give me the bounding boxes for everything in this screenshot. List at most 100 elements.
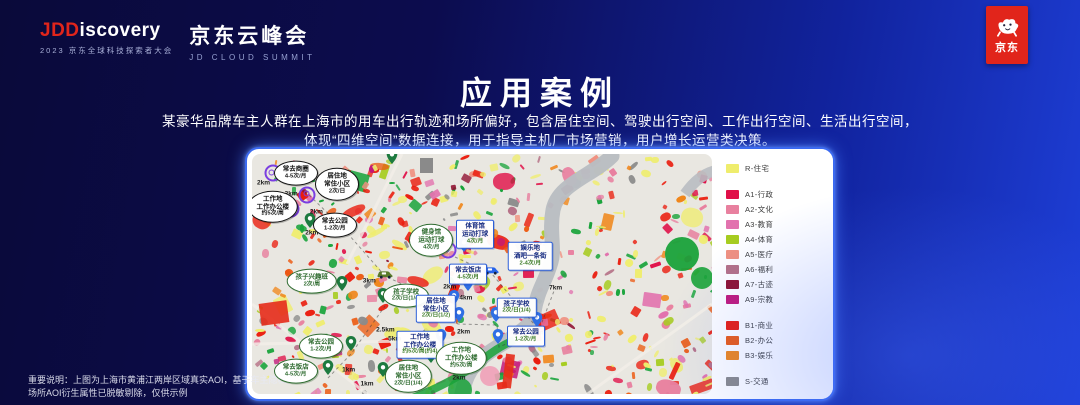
callout-line: 运动打球 bbox=[418, 236, 445, 244]
callout-line: 常住小区 bbox=[422, 305, 449, 313]
map-callout: 居住地 常住小区 2次/日 bbox=[315, 167, 360, 201]
callout-line: 工作地 bbox=[451, 346, 472, 354]
legend-item: A1-行政 bbox=[726, 189, 829, 200]
map-area: 常去商圈 4-5次/月 居住地 常住小区 2次/日 工作地 工作办公楼 约5次/周 常去公园 1-… bbox=[252, 154, 712, 394]
legend-item: A2-文化 bbox=[726, 204, 829, 215]
callout-line: 娱乐地 bbox=[520, 244, 541, 252]
map-callout: 常去饭店 4-5次/月 bbox=[273, 358, 318, 384]
callout-line: 1-2次/月 bbox=[324, 225, 346, 232]
distance-label: 5km bbox=[388, 335, 402, 343]
callout-line: 常去饭店 bbox=[455, 266, 482, 274]
summit-title-en: JD CLOUD SUMMIT bbox=[189, 53, 316, 62]
distance-label: 2km bbox=[443, 283, 457, 291]
legend-swatch bbox=[726, 164, 739, 173]
legend-label: B2-办公 bbox=[745, 336, 774, 345]
legend-item: A9-宗教 bbox=[726, 294, 829, 305]
legend-swatch bbox=[726, 336, 739, 345]
legend-label: A7-古迹 bbox=[745, 280, 774, 289]
callout-line: 常去公园 bbox=[321, 217, 348, 225]
legend-swatch bbox=[726, 220, 739, 229]
map-callout: 孩子兴趣班 2次/周 bbox=[286, 268, 338, 294]
distance-label: 1km bbox=[342, 366, 356, 374]
callout-line: 2次/日(1/4) bbox=[391, 296, 421, 303]
blue-pin-icon bbox=[453, 307, 465, 322]
jdd-logo-white: iscovery bbox=[79, 20, 161, 41]
distance-label: 7km bbox=[549, 284, 563, 292]
header: JDDiscovery 2023 京东全球科技探索者大会 京东云峰会 JD CL… bbox=[40, 20, 316, 62]
legend-swatch bbox=[726, 377, 739, 386]
legend-label: B1-商业 bbox=[745, 321, 774, 330]
car-icon bbox=[483, 267, 499, 275]
jd-dog-icon bbox=[997, 19, 1019, 37]
distance-label: 2km bbox=[452, 374, 466, 382]
map-callout: 常去饭店 4-5次/月 bbox=[449, 263, 488, 285]
legend-label: R-住宅 bbox=[745, 164, 770, 173]
legend-swatch bbox=[726, 265, 739, 274]
callout-line: 常去饭店 bbox=[282, 363, 309, 371]
green-pin-icon bbox=[387, 154, 398, 164]
callout-line: 孩子学校 bbox=[503, 300, 530, 308]
green-pin-icon bbox=[336, 275, 347, 291]
legend-item: R-住宅 bbox=[726, 163, 829, 174]
legend-swatch bbox=[726, 235, 739, 244]
distance-label: 2.5km bbox=[376, 326, 395, 334]
description-line-2: 体现“四维空间”数据连接，用于指导主机厂市场营销，用户增长运营类决策。 bbox=[304, 133, 776, 148]
callout-line: 运动打球 bbox=[462, 230, 489, 238]
jdd-logo-subtitle: 2023 京东全球科技探索者大会 bbox=[40, 46, 174, 55]
jdd-logo-red: JDD bbox=[40, 20, 80, 41]
legend-label: A6-福利 bbox=[745, 265, 774, 274]
callout-line: 1-2次/月 bbox=[514, 336, 537, 343]
map-callout: 工作地 工作办公楼 约5次/周 bbox=[436, 341, 487, 375]
distance-label: 2km bbox=[256, 179, 271, 187]
callout-line: 2次/日(1/4) bbox=[394, 380, 423, 387]
legend-item: A7-古迹 bbox=[726, 279, 829, 290]
callout-line: 健身馆 bbox=[421, 229, 442, 237]
green-pin-icon bbox=[304, 213, 315, 229]
green-pin-icon bbox=[322, 359, 334, 375]
legend-label: A2-文化 bbox=[745, 205, 774, 214]
legend-item: A3-教育 bbox=[726, 219, 829, 230]
green-pin-icon bbox=[345, 335, 357, 351]
map-callout: 居住地 常住小区 2次/日(1/4) bbox=[385, 359, 432, 393]
summit-title-cn: 京东云峰会 bbox=[189, 25, 310, 48]
callout-line: 工作办公楼 bbox=[256, 203, 289, 211]
callout-line: 常去公园 bbox=[308, 338, 334, 346]
callout-line: 工作地 bbox=[262, 195, 283, 203]
callout-line: 4-5次/月 bbox=[284, 371, 307, 378]
map-callout: 工作地 工作办公楼 约5次/周 bbox=[252, 190, 298, 224]
map-pin bbox=[322, 359, 334, 375]
summit-logo: 京东云峰会 JD CLOUD SUMMIT bbox=[189, 20, 315, 62]
callout-line: 4次/月 bbox=[466, 238, 484, 245]
map-pin bbox=[453, 307, 465, 322]
callout-line: 2次/日 bbox=[328, 188, 346, 195]
callout-line: 常住小区 bbox=[395, 372, 422, 380]
map-callout: 娱乐地 酒吧一条街 2-4次/月 bbox=[508, 241, 553, 271]
legend-swatch bbox=[726, 321, 739, 330]
callout-line: 4-5次/月 bbox=[284, 173, 307, 180]
legend-item: S-交通 bbox=[726, 376, 829, 387]
map-pin bbox=[336, 275, 347, 291]
legend-label: A1-行政 bbox=[745, 190, 774, 199]
legend-swatch bbox=[726, 351, 739, 360]
distance-label: 2km bbox=[457, 328, 471, 336]
legend-swatch bbox=[726, 190, 739, 199]
map-callout: 工作地 工作办公楼 约5次/周(约4) bbox=[396, 330, 444, 360]
footnote-line-1: 重要说明：上图为上海市黄浦江两岸区域真实AOI，基于车主隐私， bbox=[28, 375, 296, 385]
distance-label: 1km bbox=[360, 380, 374, 388]
callout-line: 居住地 bbox=[398, 364, 419, 372]
map-pin bbox=[304, 213, 315, 229]
callout-line: 工作办公楼 bbox=[445, 354, 478, 362]
legend-label: A3-教育 bbox=[745, 220, 774, 229]
distance-label: 2km bbox=[309, 208, 323, 216]
trip-loop-icon bbox=[298, 186, 316, 204]
distance-label: 3km bbox=[362, 277, 376, 285]
jd-badge-label: 京东 bbox=[995, 42, 1019, 54]
callout-line: 酒吧一条街 bbox=[514, 252, 547, 260]
callout-line: 工作办公楼 bbox=[403, 341, 437, 349]
map-pin bbox=[492, 328, 504, 344]
legend-swatch bbox=[726, 280, 739, 289]
legend-label: A5-医疗 bbox=[745, 250, 774, 259]
description: 某豪华品牌车主人群在上海市的用车出行轨迹和场所偏好，包含居住空间、驾驶出行空间、… bbox=[0, 112, 1080, 150]
map-callout: 体育馆 运动打球 4次/月 bbox=[456, 220, 495, 249]
